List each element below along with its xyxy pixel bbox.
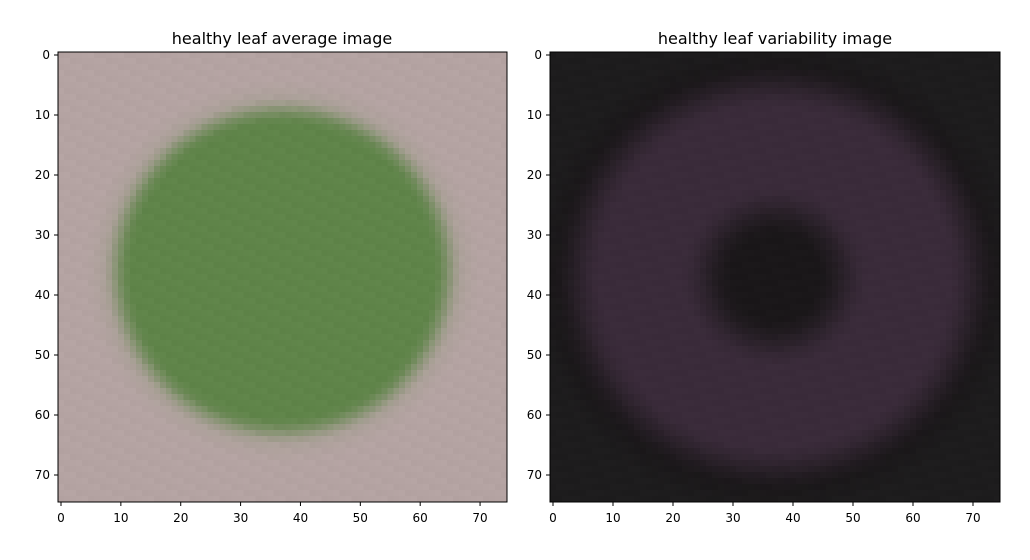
average-image-x-tick-label: 0: [57, 511, 65, 525]
average-image-y-tick-label: 70: [35, 468, 50, 482]
average-image-heatmap: [58, 52, 507, 502]
average-image-y-tick-label: 30: [35, 228, 50, 242]
variability-image-panel: healthy leaf variability image 0 10 20 30 40…: [527, 29, 1001, 525]
variability-image-x-tick-label: 60: [905, 511, 920, 525]
average-image-x-tick-label: 50: [353, 511, 368, 525]
average-image-y-tick-label: 0: [42, 48, 50, 62]
variability-image-x-tick-label: 40: [785, 511, 800, 525]
average-image-x-tick-label: 10: [113, 511, 128, 525]
variability-image-y-tick-label: 70: [527, 468, 542, 482]
average-image-y-tick-label: 50: [35, 348, 50, 362]
average-image-x-tick-label: 30: [233, 511, 248, 525]
variability-image-x-tick-label: 0: [549, 511, 557, 525]
average-image-y-tick-label: 60: [35, 408, 50, 422]
variability-image-frame: [549, 51, 1001, 503]
variability-image-y-tick-label: 0: [534, 48, 542, 62]
variability-image-y-tick-label: 10: [527, 108, 542, 122]
variability-image-y-tick-label: 40: [527, 288, 542, 302]
average-image-x-tick-label: 60: [413, 511, 428, 525]
variability-image-y-tick-label: 50: [527, 348, 542, 362]
average-image-y-tick-label: 40: [35, 288, 50, 302]
average-image-y-tick-label: 10: [35, 108, 50, 122]
variability-image-x-tick-label: 10: [605, 511, 620, 525]
variability-image-heatmap: [550, 52, 1000, 502]
variability-image-x-tick-label: 50: [845, 511, 860, 525]
variability-image-y-tick-label: 20: [527, 168, 542, 182]
variability-image-y-tick-label: 60: [527, 408, 542, 422]
average-image-x-tick-label: 20: [173, 511, 188, 525]
variability-image-x-tick-label: 20: [665, 511, 680, 525]
variability-image-x-tick-label: 70: [965, 511, 980, 525]
average-image-panel: healthy leaf average image 0 10 20 30 40 50 60…: [35, 29, 508, 525]
average-image-frame: [57, 51, 508, 503]
variability-image-y-tick-label: 30: [527, 228, 542, 242]
average-image-x-tick-label: 70: [472, 511, 487, 525]
average-image-title: healthy leaf average image: [172, 29, 392, 48]
average-image-y-tick-label: 20: [35, 168, 50, 182]
average-image-x-tick-label: 40: [293, 511, 308, 525]
variability-image-title: healthy leaf variability image: [658, 29, 892, 48]
variability-image-x-tick-label: 30: [725, 511, 740, 525]
